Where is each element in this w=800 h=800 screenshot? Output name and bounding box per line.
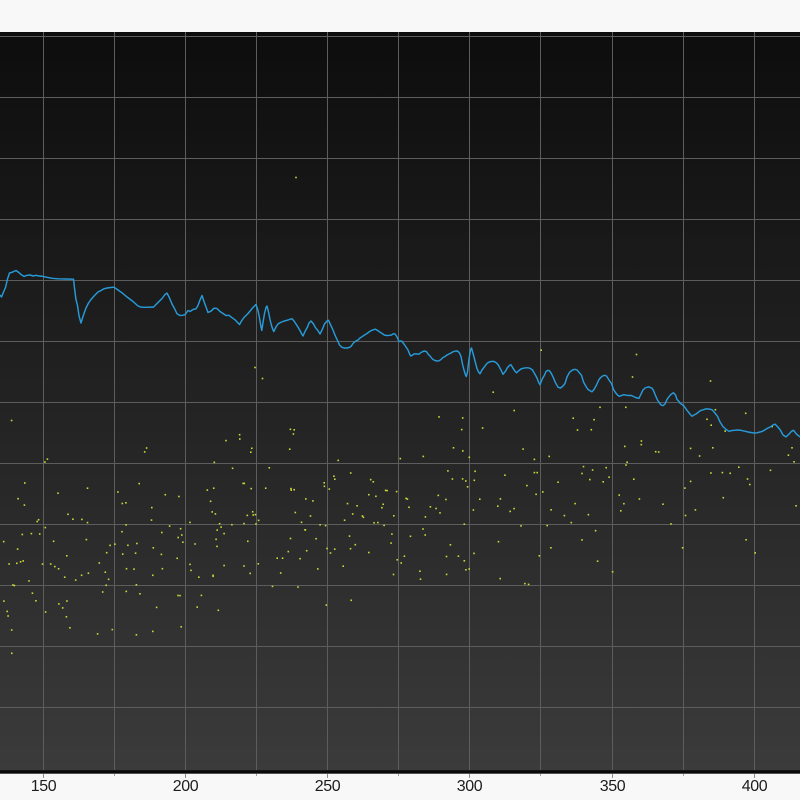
svg-text:400: 400 [742,778,768,795]
svg-text:300: 300 [457,778,483,795]
svg-text:350: 350 [600,778,626,795]
svg-text:250: 250 [315,778,341,795]
svg-text:150: 150 [31,778,57,795]
svg-text:200: 200 [173,778,199,795]
